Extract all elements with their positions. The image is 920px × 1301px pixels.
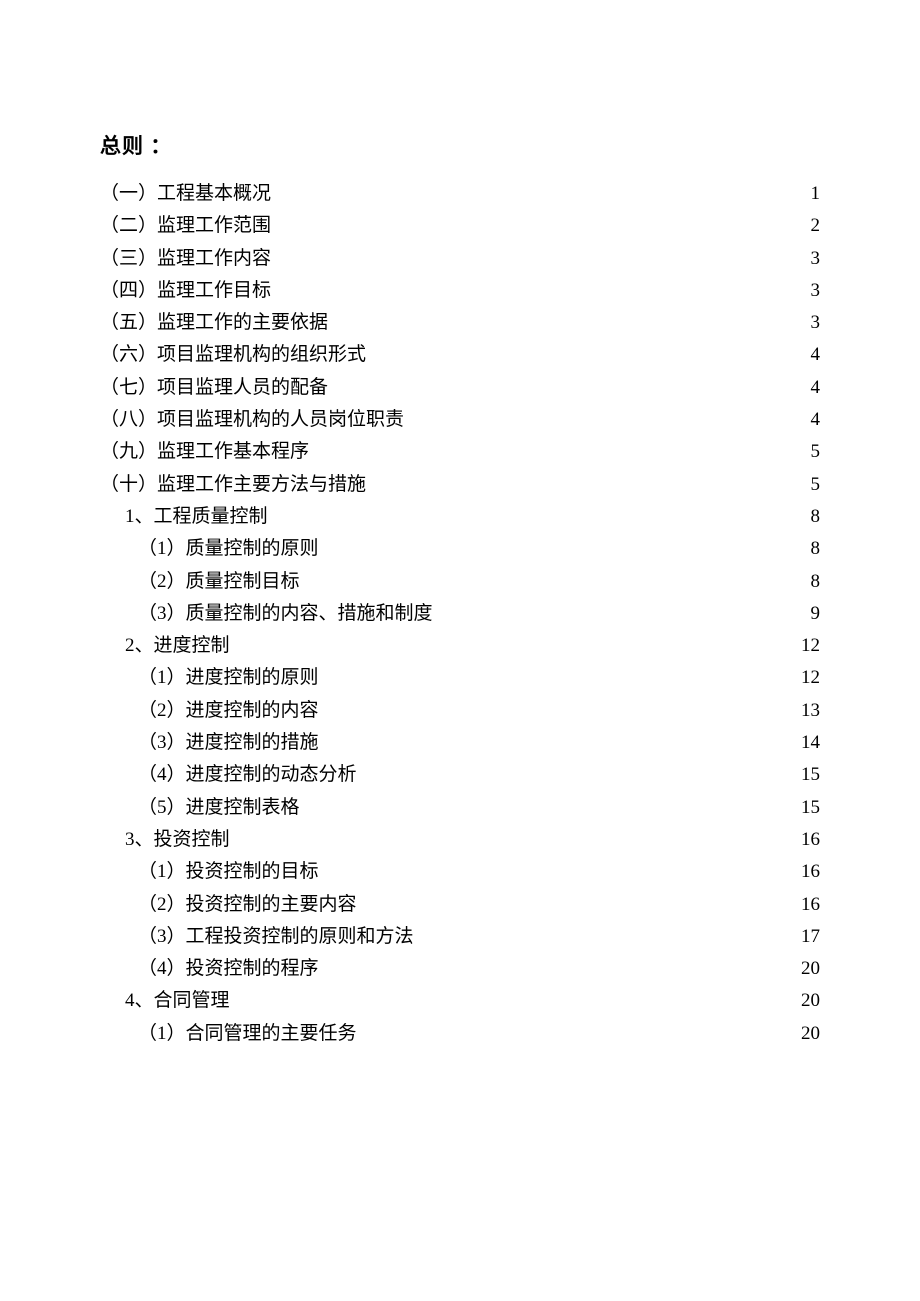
- toc-label: （4）投资控制的程序: [138, 953, 319, 985]
- toc-entry: （2）投资控制的主要内容 16: [100, 889, 820, 921]
- toc-entry: （4）投资控制的程序 20: [100, 953, 820, 985]
- toc-page-number: 8: [811, 533, 821, 565]
- toc-label: 3、投资控制: [125, 824, 230, 856]
- toc-page-number: 4: [811, 372, 821, 404]
- toc-page-number: 12: [801, 662, 820, 694]
- toc-entry: （3）进度控制的措施 14: [100, 727, 820, 759]
- toc-entry: （3）工程投资控制的原则和方法 17: [100, 921, 820, 953]
- toc-label: （2）进度控制的内容: [138, 695, 319, 727]
- toc-label: （1）投资控制的目标: [138, 856, 319, 888]
- toc-entry: （七）项目监理人员的配备 4: [100, 372, 820, 404]
- toc-entry: （1）进度控制的原则 12: [100, 662, 820, 694]
- toc-label: （七）项目监理人员的配备: [100, 372, 328, 404]
- toc-entry: （五）监理工作的主要依据 3: [100, 307, 820, 339]
- toc-label: （2）质量控制目标: [138, 566, 300, 598]
- toc-label: 1、工程质量控制: [125, 501, 268, 533]
- toc-page-number: 12: [801, 630, 820, 662]
- toc-page-number: 5: [811, 436, 821, 468]
- toc-entry: 3、投资控制 16: [100, 824, 820, 856]
- toc-page-number: 2: [811, 210, 821, 242]
- toc-entry: （二）监理工作范围 2: [100, 210, 820, 242]
- toc-label: （2）投资控制的主要内容: [138, 889, 357, 921]
- toc-label: （十）监理工作主要方法与措施: [100, 469, 366, 501]
- toc-entry: （2）进度控制的内容 13: [100, 695, 820, 727]
- toc-entry: （一）工程基本概况 1: [100, 178, 820, 210]
- toc-entry: （八）项目监理机构的人员岗位职责 4: [100, 404, 820, 436]
- toc-label: （3）工程投资控制的原则和方法: [138, 921, 414, 953]
- toc-entry: （5）进度控制表格 15: [100, 792, 820, 824]
- toc-entry: （九）监理工作基本程序 5: [100, 436, 820, 468]
- toc-entry: （六）项目监理机构的组织形式 4: [100, 339, 820, 371]
- toc-entry: 4、合同管理 20: [100, 985, 820, 1017]
- toc-label: （四）监理工作目标: [100, 275, 271, 307]
- toc-label: 2、进度控制: [125, 630, 230, 662]
- toc-label: （三）监理工作内容: [100, 243, 271, 275]
- toc-page-number: 16: [801, 824, 820, 856]
- toc-page-number: 3: [811, 307, 821, 339]
- toc-page-number: 4: [811, 404, 821, 436]
- toc-page-number: 17: [801, 921, 820, 953]
- toc-entry: （4）进度控制的动态分析 15: [100, 759, 820, 791]
- toc-page-number: 8: [811, 566, 821, 598]
- toc-label: （二）监理工作范围: [100, 210, 271, 242]
- toc-entry: （十）监理工作主要方法与措施 5: [100, 469, 820, 501]
- toc-entry: （1）质量控制的原则 8: [100, 533, 820, 565]
- toc-page-number: 15: [801, 792, 820, 824]
- toc-label: 4、合同管理: [125, 985, 230, 1017]
- toc-label: （九）监理工作基本程序: [100, 436, 309, 468]
- toc-page-number: 3: [811, 243, 821, 275]
- toc-label: （八）项目监理机构的人员岗位职责: [100, 404, 404, 436]
- toc-label: （4）进度控制的动态分析: [138, 759, 357, 791]
- toc-entry: （三）监理工作内容 3: [100, 243, 820, 275]
- toc-page-number: 5: [811, 469, 821, 501]
- toc-page-number: 1: [811, 178, 821, 210]
- toc-label: （1）质量控制的原则: [138, 533, 319, 565]
- toc-label: （五）监理工作的主要依据: [100, 307, 328, 339]
- document-title: 总则 ：: [100, 130, 820, 160]
- toc-entry: （3）质量控制的内容、措施和制度 9: [100, 598, 820, 630]
- toc-entry: 1、工程质量控制 8: [100, 501, 820, 533]
- toc-page-number: 16: [801, 856, 820, 888]
- toc-page-number: 4: [811, 339, 821, 371]
- toc-entry: 2、进度控制 12: [100, 630, 820, 662]
- toc-page-number: 20: [801, 953, 820, 985]
- toc-page-number: 3: [811, 275, 821, 307]
- toc-page-number: 15: [801, 759, 820, 791]
- table-of-contents: （一）工程基本概况 1 （二）监理工作范围 2 （三）监理工作内容 3 （四）监理工作目标 3…: [100, 178, 820, 1050]
- toc-entry: （1）合同管理的主要任务 20: [100, 1018, 820, 1050]
- toc-page-number: 16: [801, 889, 820, 921]
- toc-label: （六）项目监理机构的组织形式: [100, 339, 366, 371]
- toc-label: （一）工程基本概况: [100, 178, 271, 210]
- toc-page-number: 9: [811, 598, 821, 630]
- toc-label: （5）进度控制表格: [138, 792, 300, 824]
- toc-page-number: 13: [801, 695, 820, 727]
- toc-page-number: 20: [801, 1018, 820, 1050]
- toc-label: （3）质量控制的内容、措施和制度: [138, 598, 433, 630]
- toc-entry: （2）质量控制目标 8: [100, 566, 820, 598]
- toc-label: （1）合同管理的主要任务: [138, 1018, 357, 1050]
- toc-entry: （四）监理工作目标 3: [100, 275, 820, 307]
- toc-page-number: 20: [801, 985, 820, 1017]
- toc-page-number: 8: [811, 501, 821, 533]
- toc-label: （3）进度控制的措施: [138, 727, 319, 759]
- toc-entry: （1）投资控制的目标 16: [100, 856, 820, 888]
- toc-label: （1）进度控制的原则: [138, 662, 319, 694]
- toc-page-number: 14: [801, 727, 820, 759]
